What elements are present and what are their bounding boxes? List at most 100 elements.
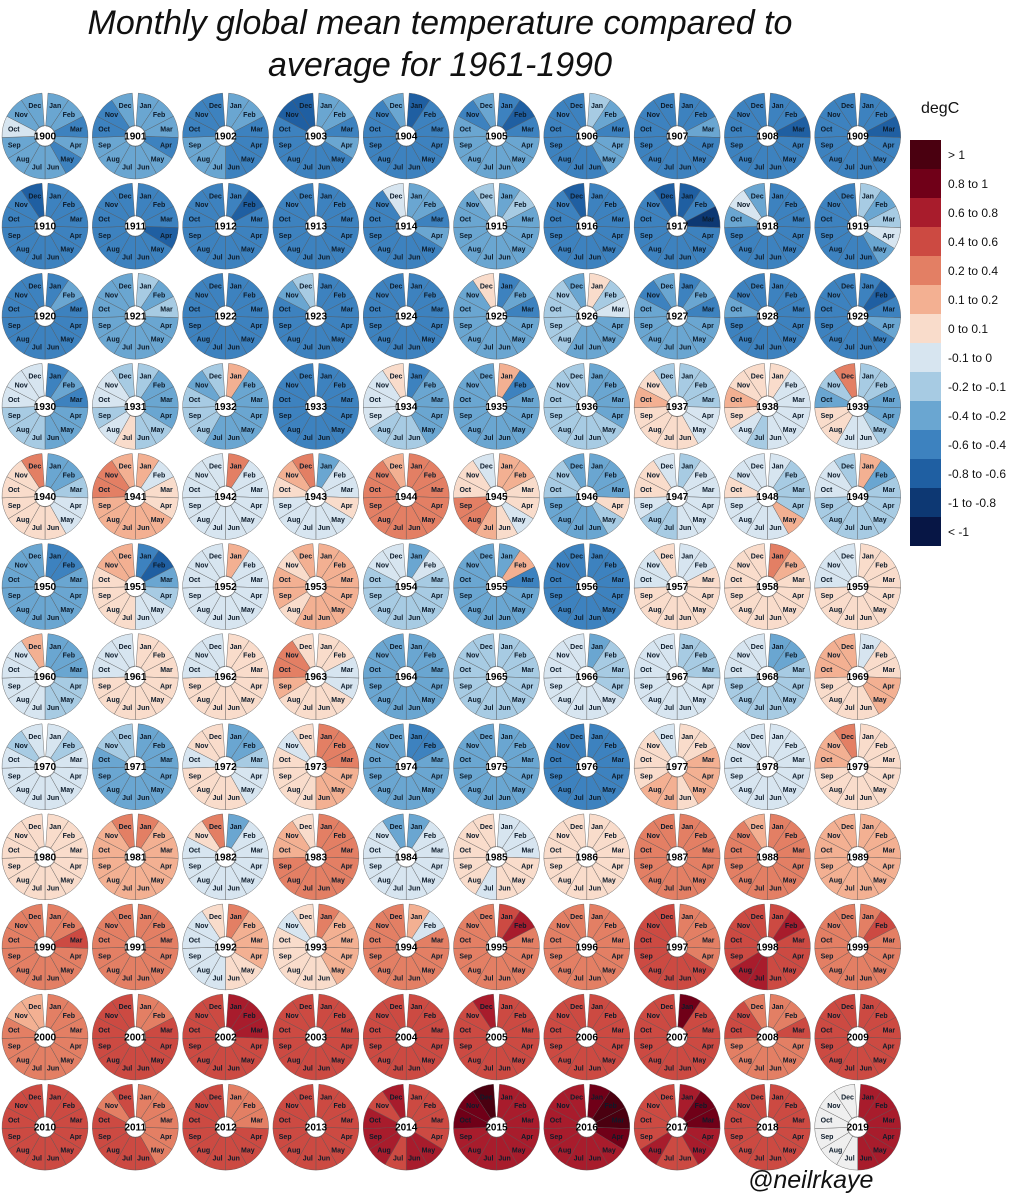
month-label: Nov xyxy=(466,563,479,570)
month-label: Oct xyxy=(8,847,20,854)
month-label: Jul xyxy=(32,165,42,172)
month-label: Jun xyxy=(227,165,239,172)
legend-item: < -1 xyxy=(910,517,1020,546)
month-label: Dec xyxy=(570,103,583,110)
month-label: Jan xyxy=(139,464,151,471)
month-label: Jan xyxy=(49,193,61,200)
month-label: Jan xyxy=(139,283,151,290)
inner-ring xyxy=(485,575,508,598)
month-wedge-dec xyxy=(291,453,316,489)
year-label: 1956 xyxy=(576,582,599,593)
month-label: May xyxy=(873,1148,887,1155)
month-label: Apr xyxy=(611,773,623,780)
month-wedge-dec xyxy=(743,92,767,128)
month-label: Jun xyxy=(227,345,239,352)
month-label: Feb xyxy=(243,653,255,660)
month-label: Jan xyxy=(862,644,874,651)
month-label: Nov xyxy=(376,473,389,480)
month-label: Apr xyxy=(792,773,804,780)
month-label: Aug xyxy=(16,427,30,434)
month-label: Oct xyxy=(279,1028,291,1035)
month-label: Dec xyxy=(28,193,41,200)
month-label: Apr xyxy=(702,593,714,600)
month-label: Jun xyxy=(137,705,149,712)
month-label: Jul xyxy=(122,705,132,712)
month-label: Jan xyxy=(139,1094,151,1101)
month-label: Jul xyxy=(664,345,674,352)
month-label: Jul xyxy=(303,705,313,712)
month-label: Jan xyxy=(320,1004,332,1011)
month-label: May xyxy=(331,787,345,794)
year-label: 1965 xyxy=(485,672,508,683)
month-wedge-dec xyxy=(472,182,497,219)
month-label: Aug xyxy=(829,787,843,794)
month-label: Aug xyxy=(106,877,120,884)
month-label: Apr xyxy=(702,233,714,240)
month-label: Jun xyxy=(137,435,149,442)
month-label: Aug xyxy=(467,697,481,704)
month-label: Jun xyxy=(860,1066,872,1073)
month-label: Sep xyxy=(369,503,382,510)
month-label: Oct xyxy=(369,397,381,404)
inner-ring xyxy=(756,395,779,417)
month-label: May xyxy=(512,157,526,164)
month-wedge-dec xyxy=(382,182,406,219)
month-label: Feb xyxy=(785,202,797,209)
month-label: Jul xyxy=(32,255,42,262)
month-label: Nov xyxy=(105,743,118,750)
month-label: Mar xyxy=(612,307,625,314)
month-label: Sep xyxy=(550,413,563,420)
month-label: Aug xyxy=(16,607,30,614)
year-label: 1917 xyxy=(666,222,689,233)
year-label: 1908 xyxy=(756,132,779,143)
month-label: Aug xyxy=(287,787,301,794)
month-label: Dec xyxy=(660,193,673,200)
month-label: May xyxy=(241,427,255,434)
year-label: 2006 xyxy=(576,1033,599,1044)
month-label: Jan xyxy=(230,914,242,921)
month-label: Apr xyxy=(521,1134,533,1141)
year-label: 1900 xyxy=(34,132,57,143)
month-label: Aug xyxy=(648,427,662,434)
month-label: Nov xyxy=(105,923,118,930)
month-label: Aug xyxy=(197,787,211,794)
month-label: Mar xyxy=(251,217,264,224)
month-label: May xyxy=(602,877,616,884)
month-label: Jul xyxy=(574,1066,584,1073)
month-label: Apr xyxy=(611,323,623,330)
month-label: Mar xyxy=(341,1118,354,1125)
month-label: Apr xyxy=(702,503,714,510)
month-label: Nov xyxy=(376,743,389,750)
month-label: Oct xyxy=(640,937,652,944)
month-label: Aug xyxy=(738,787,752,794)
month-label: Sep xyxy=(279,864,292,871)
month-label: Jul xyxy=(483,435,493,442)
month-label: Jan xyxy=(230,734,242,741)
month-label: May xyxy=(783,247,797,254)
month-label: Sep xyxy=(188,864,201,871)
month-wedge-dec xyxy=(472,543,497,579)
month-label: Jul xyxy=(483,255,493,262)
month-wedge-dec xyxy=(653,453,677,489)
month-label: Aug xyxy=(558,157,572,164)
month-label: Nov xyxy=(737,382,750,389)
month-label: Dec xyxy=(119,464,132,471)
year-label: 2008 xyxy=(756,1033,779,1044)
legend-label: -0.1 to 0 xyxy=(948,351,993,365)
month-label: Aug xyxy=(377,787,391,794)
month-label: Jun xyxy=(47,1066,59,1073)
month-label: Dec xyxy=(209,644,222,651)
month-label: Sep xyxy=(369,323,382,330)
month-label: Jan xyxy=(501,283,513,290)
month-label: May xyxy=(241,787,255,794)
inner-ring xyxy=(847,395,869,417)
month-label: Oct xyxy=(369,1028,381,1035)
